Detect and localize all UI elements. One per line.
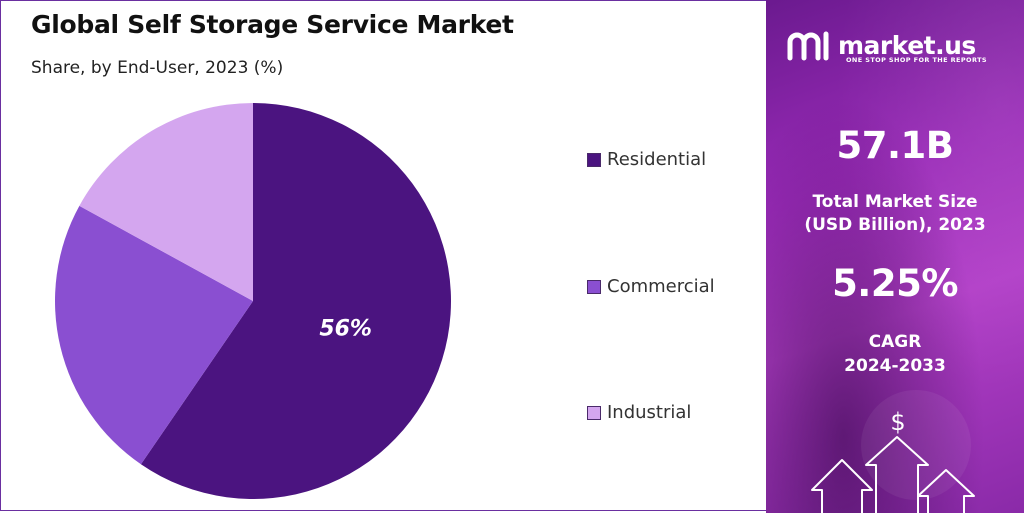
pie-data-label-residential: 56% <box>319 317 372 342</box>
legend-swatch-commercial <box>587 279 601 294</box>
summary-panel: market.us ONE STOP SHOP FOR THE REPORTS … <box>766 0 1024 513</box>
chart-area: Global Self Storage Service Market Share… <box>0 0 766 511</box>
pie-chart: 56% <box>54 103 451 500</box>
coin-glow-icon <box>861 390 971 500</box>
cagr-period: 2024-2033 <box>844 356 946 376</box>
cagr-label: CAGR <box>868 332 922 352</box>
brand-name: market.us <box>838 30 976 60</box>
growth-arrows-illustration: $ <box>811 390 975 513</box>
pie-slice-residential <box>140 103 451 500</box>
pie-slice-commercial <box>54 205 253 465</box>
legend-label-commercial: Commercial <box>607 276 715 297</box>
chart-title: Global Self Storage Service Market <box>31 10 514 39</box>
pie-slice-industrial <box>79 103 253 301</box>
legend-swatch-industrial <box>587 405 601 420</box>
dollar-icon: $ <box>890 408 905 436</box>
market-size-label-line1: Total Market Size <box>812 192 978 212</box>
legend-label-residential: Residential <box>607 149 707 170</box>
market-us-logo-icon <box>787 31 829 61</box>
market-size-value: 57.1B <box>836 124 955 167</box>
brand-tagline: ONE STOP SHOP FOR THE REPORTS <box>846 56 987 64</box>
brand-logo: market.us <box>786 28 976 62</box>
panel-background <box>766 0 1024 513</box>
legend-swatch-residential <box>587 152 601 167</box>
legend-item-residential: Residential <box>587 149 706 170</box>
legend-item-industrial: Industrial <box>587 402 691 423</box>
cagr-value: 5.25% <box>832 262 958 305</box>
market-size-label-line2: (USD Billion), 2023 <box>804 215 986 235</box>
legend-item-commercial: Commercial <box>587 276 715 297</box>
legend-label-industrial: Industrial <box>607 402 692 423</box>
chart-subtitle: Share, by End-User, 2023 (%) <box>31 58 284 78</box>
up-arrows-icon <box>811 436 975 513</box>
